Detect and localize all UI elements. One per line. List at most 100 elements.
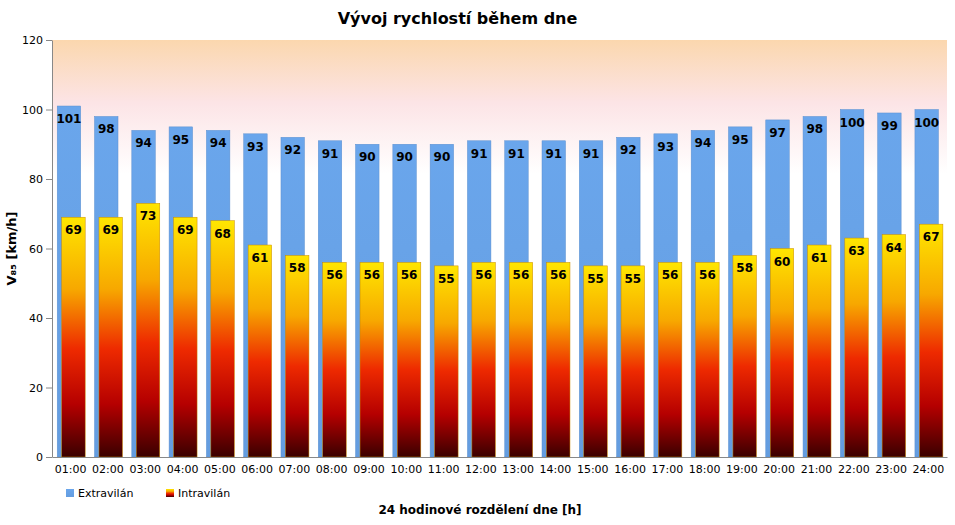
tick-label: 10:00 [390,463,422,476]
legend-swatch [166,489,174,497]
tick-mark [46,40,52,41]
legend-item: Intravilán [166,487,230,500]
data-label: 61 [252,251,269,265]
data-label: 99 [881,119,898,133]
tick: 15:00 [577,457,609,476]
tick-label: 11:00 [428,463,460,476]
data-label: 91 [545,147,562,161]
data-label: 56 [550,268,567,282]
tick-label: 07:00 [279,463,311,476]
tick: 13:00 [502,457,534,476]
tick-label: 23:00 [875,463,907,476]
data-label: 94 [135,136,152,150]
data-label: 73 [140,209,157,223]
tick-label: 05:00 [204,463,236,476]
tick-mark [46,110,52,111]
data-label: 92 [284,143,301,157]
tick-label: 24:00 [913,463,945,476]
legend-item: Extravilán [66,487,133,500]
data-label: 55 [624,272,641,286]
data-label: 93 [247,140,264,154]
tick-mark [46,318,52,319]
tick-label: 21:00 [801,463,833,476]
tick-label: 02:00 [92,463,124,476]
data-label: 56 [363,268,380,282]
bar [435,266,458,457]
tick-label: 17:00 [651,463,683,476]
tick: 20:00 [763,457,795,476]
data-label: 68 [214,227,231,241]
data-label: 60 [774,255,791,269]
data-label: 67 [923,230,940,244]
y-axis: 020406080100120 [22,34,53,464]
tick: 19:00 [726,457,758,476]
tick: 21:00 [801,457,833,476]
bar [323,262,346,457]
tick-mark [46,388,52,389]
bar [174,217,197,457]
axis-line [52,41,53,458]
data-label: 98 [806,122,823,136]
bar [136,203,159,457]
tick: 04:00 [167,457,199,476]
data-label: 58 [289,261,306,275]
tick-label: 19:00 [726,463,758,476]
data-label: 58 [736,261,753,275]
tick: 40 [29,312,52,325]
data-label: 91 [583,147,600,161]
data-label: 90 [434,150,451,164]
tick: 03:00 [129,457,161,476]
x-axis: 01:00 02:00 03:00 04:00 05:00 06:00 07:00 08:00… [53,457,948,476]
bar [770,249,793,458]
data-label: 91 [322,147,339,161]
data-label: 94 [210,136,227,150]
tick-label: 60 [29,243,43,256]
tick-label: 16:00 [614,463,646,476]
tick-label: 18:00 [689,463,721,476]
data-label: 69 [102,223,119,237]
data-label: 91 [471,147,488,161]
data-label: 56 [401,268,418,282]
data-label: 94 [695,136,712,150]
data-label: 95 [732,133,749,147]
tick-label: 01:00 [55,463,87,476]
data-label: 91 [508,147,525,161]
data-label: 98 [98,122,115,136]
bar [99,217,122,457]
tick: 17:00 [651,457,683,476]
bar [808,245,831,457]
tick: 12:00 [465,457,497,476]
bar [546,262,569,457]
tick: 08:00 [316,457,348,476]
chart: 1019894959493929190909091919191929394959… [0,0,955,525]
data-label: 97 [769,126,786,140]
tick: 20 [29,382,52,395]
tick: 24:00 [913,457,945,476]
data-label: 56 [475,268,492,282]
tick-mark [46,179,52,180]
data-label: 69 [65,223,82,237]
tick-label: 06:00 [241,463,273,476]
tick-label: 0 [36,451,43,464]
tick: 16:00 [614,457,646,476]
legend-swatch [66,489,74,497]
legend-label: Extravilán [78,487,133,500]
tick-label: 20 [29,382,43,395]
tick-mark [46,457,52,458]
tick-label: 15:00 [577,463,609,476]
data-label: 64 [886,241,903,255]
tick-label: 12:00 [465,463,497,476]
data-label: 90 [359,150,376,164]
tick-label: 100 [22,104,43,117]
bar [397,262,420,457]
tick: 23:00 [875,457,907,476]
bar [360,262,383,457]
tick-label: 20:00 [763,463,795,476]
bar [696,262,719,457]
tick: 100 [22,104,52,117]
tick: 06:00 [241,457,273,476]
bar [658,262,681,457]
data-label: 92 [620,143,637,157]
legend-label: Intravilán [178,487,230,500]
data-label: 63 [848,244,865,258]
